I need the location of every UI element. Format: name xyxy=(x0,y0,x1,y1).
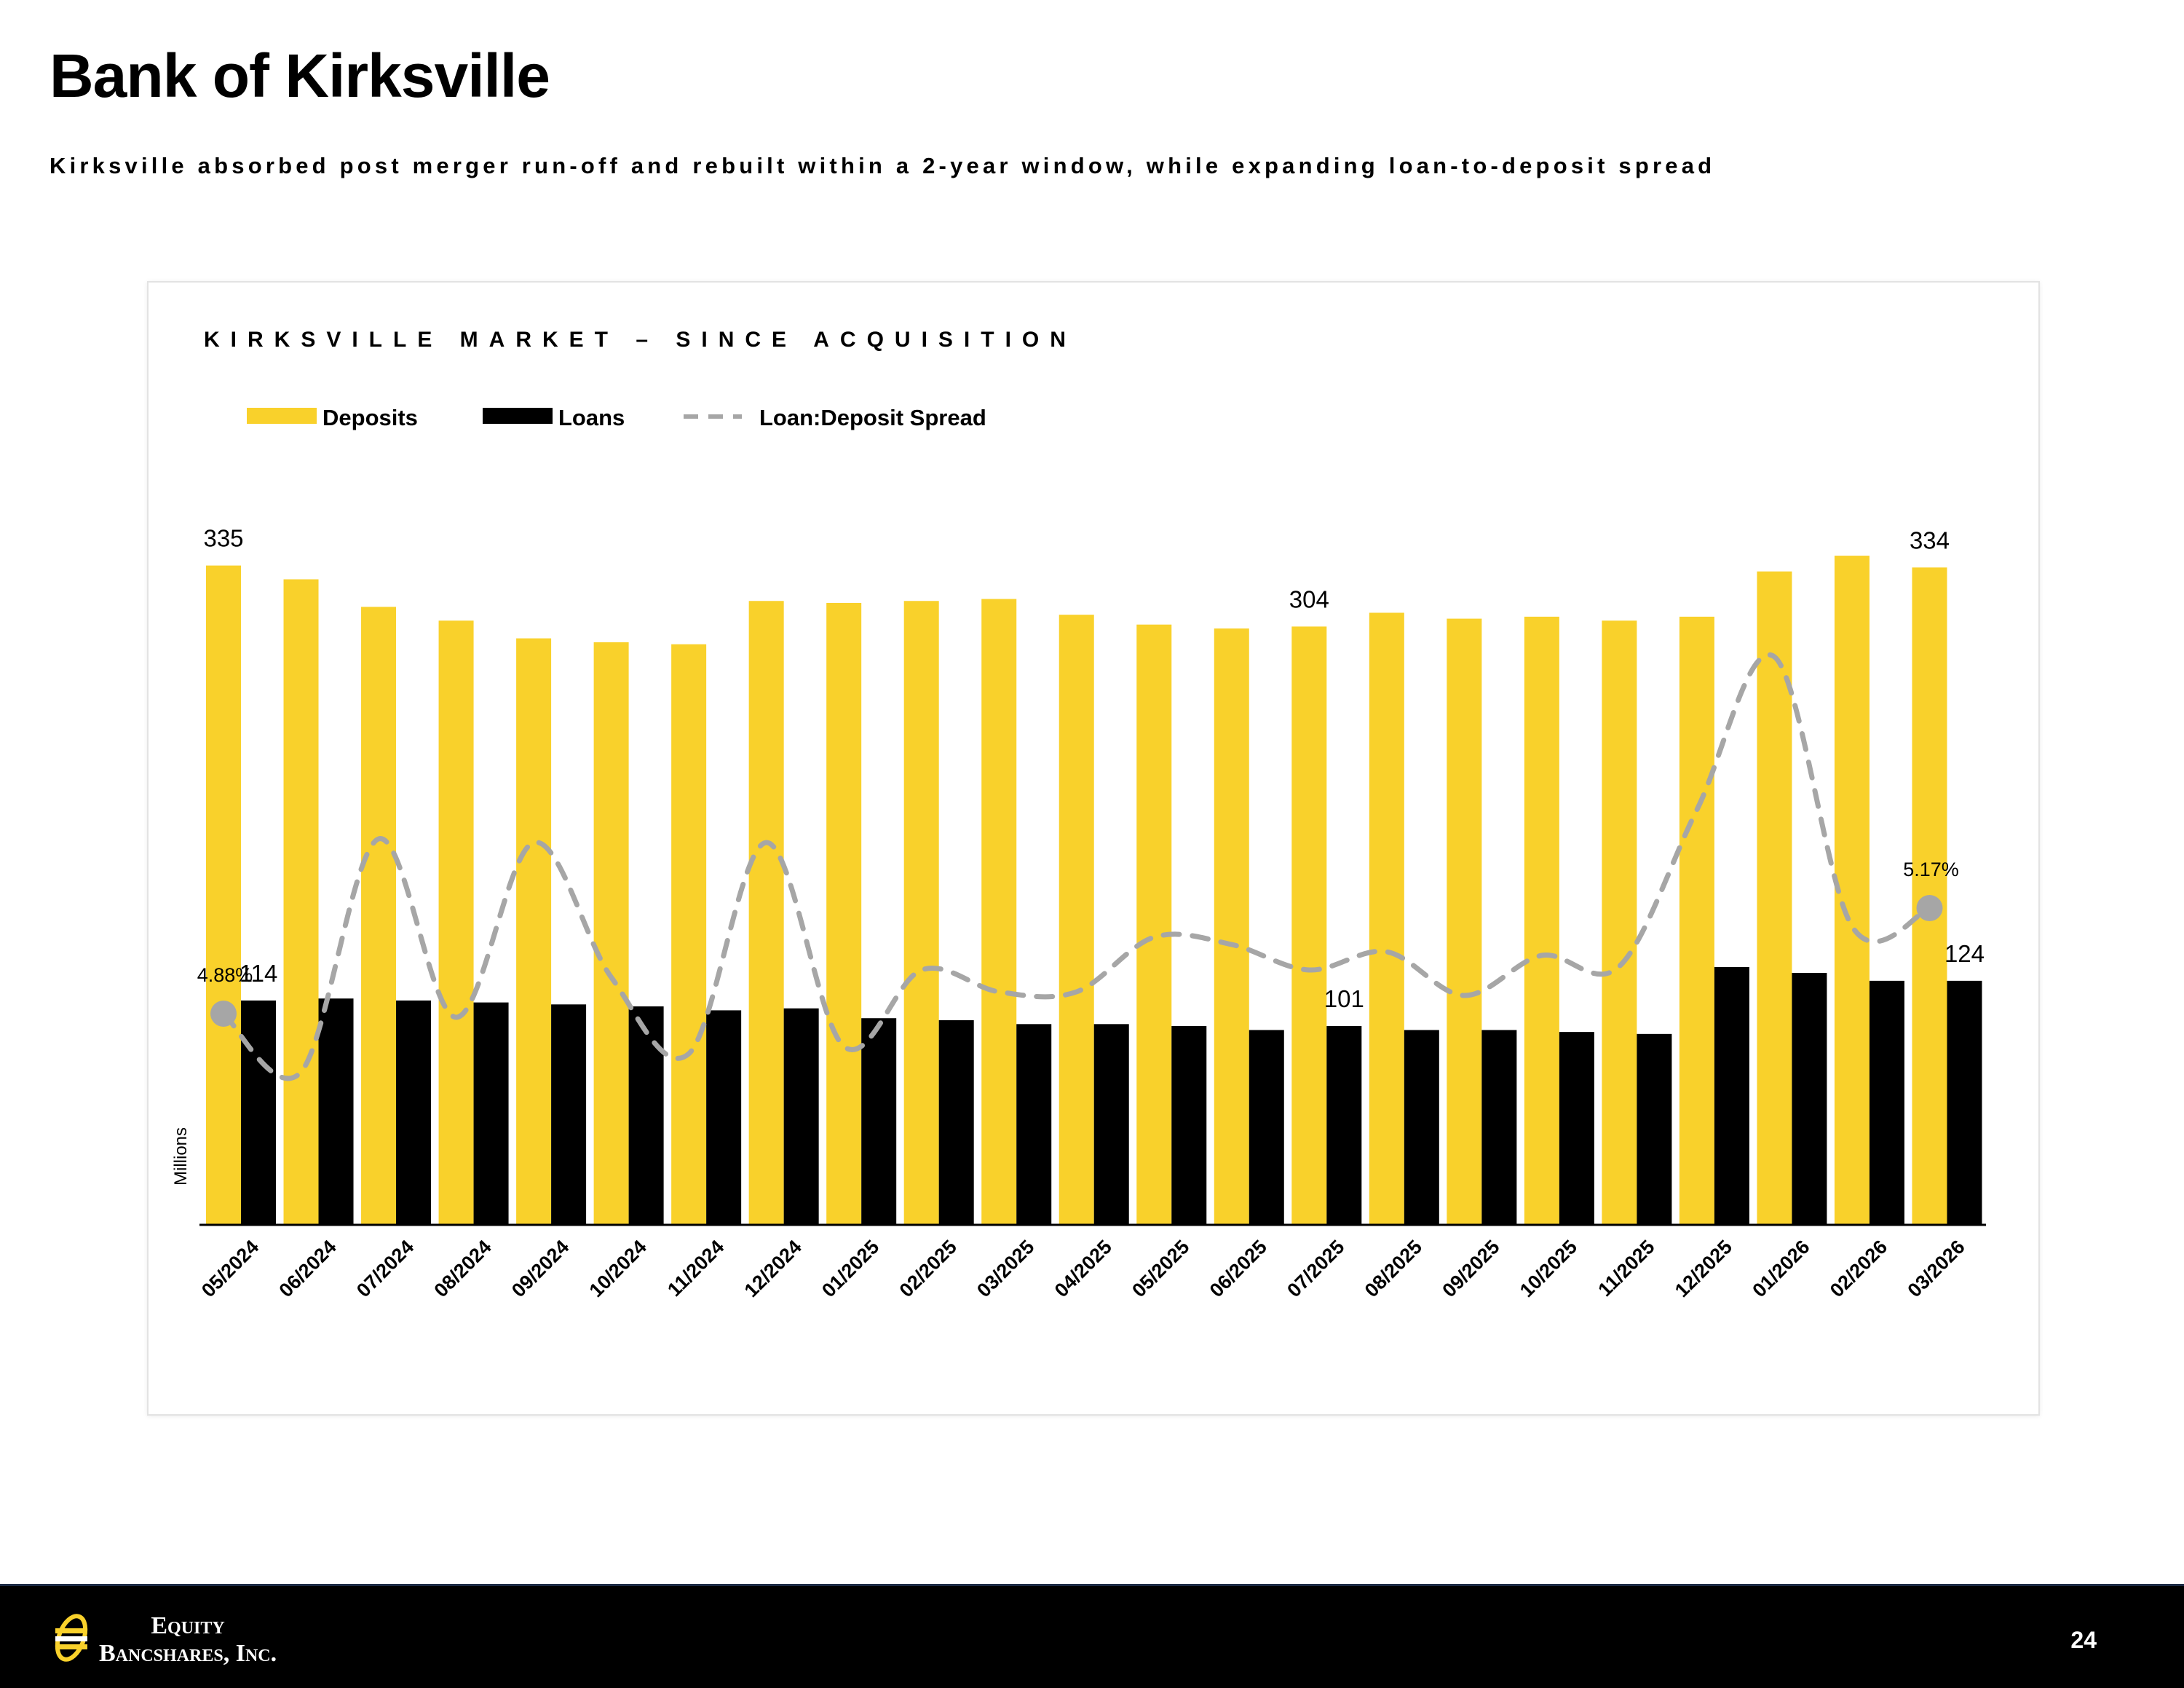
bar-loans xyxy=(551,1004,587,1225)
bar-deposits xyxy=(1679,616,1714,1225)
x-tick-label: 09/2025 xyxy=(1438,1236,1503,1301)
bar-deposits xyxy=(1059,615,1094,1225)
legend-label-deposits: Deposits xyxy=(323,405,418,430)
bar-deposits xyxy=(1136,624,1172,1225)
logo-line-1: Equity xyxy=(151,1612,225,1639)
x-tick-label: 11/2024 xyxy=(663,1236,728,1301)
bar-deposits xyxy=(1602,620,1637,1225)
page-number: 24 xyxy=(2070,1627,2097,1653)
bar-loans xyxy=(1171,1026,1207,1225)
x-tick-label: 12/2024 xyxy=(740,1236,806,1301)
bar-loans xyxy=(628,1006,664,1225)
bar-loans xyxy=(241,1000,276,1225)
legend-swatch-loans xyxy=(483,408,553,424)
legend-label-loan-deposit-spread: Loan:Deposit Spread xyxy=(759,405,986,430)
bar-deposits xyxy=(593,642,629,1225)
x-tick-label: 07/2025 xyxy=(1283,1236,1348,1301)
bar-deposits xyxy=(981,599,1017,1225)
bar-loans xyxy=(396,1000,432,1225)
y-axis-label: Millions xyxy=(171,1127,191,1186)
deposit-data-label: 335 xyxy=(203,525,243,552)
bar-deposits xyxy=(748,601,784,1225)
page-subtitle: Kirksville absorbed post merger run-off … xyxy=(50,153,1716,178)
deposit-data-label: 304 xyxy=(1289,585,1329,612)
x-tick-label: 01/2025 xyxy=(818,1236,883,1301)
loan-data-label: 124 xyxy=(1944,940,1985,967)
bar-loans xyxy=(938,1019,974,1225)
bank-logo-icon xyxy=(55,1614,88,1662)
legend-label-loans: Loans xyxy=(558,405,625,430)
x-tick-label: 02/2026 xyxy=(1826,1236,1891,1301)
bar-deposits xyxy=(1369,612,1404,1225)
bar-loans xyxy=(1714,966,1749,1225)
loan-data-label: 101 xyxy=(1324,985,1364,1012)
x-tick-label: 08/2024 xyxy=(430,1236,496,1301)
bar-loans xyxy=(1016,1024,1052,1225)
bar-deposits xyxy=(903,601,939,1225)
bar-loans xyxy=(1792,973,1827,1225)
x-tick-label: 02/2025 xyxy=(895,1236,961,1301)
x-tick-label: 03/2026 xyxy=(1903,1236,1969,1301)
x-tick-label: 10/2024 xyxy=(585,1236,651,1301)
chart-title: KIRKSVILLE MARKET – SINCE ACQUISITION xyxy=(204,328,1077,352)
bar-loans xyxy=(1326,1026,1362,1225)
x-tick-label: 06/2024 xyxy=(275,1236,341,1301)
bar-loans xyxy=(861,1018,897,1225)
bar-loans xyxy=(783,1008,819,1225)
bar-loans xyxy=(473,1002,509,1225)
bar-deposits xyxy=(1214,628,1249,1225)
logo-line-2: Bancshares, Inc. xyxy=(99,1640,277,1667)
x-tick-label: 01/2026 xyxy=(1748,1236,1813,1301)
chart: KIRKSVILLE MARKET – SINCE ACQUISITION Dep… xyxy=(171,328,1986,1301)
bar-loans xyxy=(1637,1033,1672,1225)
spread-data-label: 5.17% xyxy=(1903,859,1959,880)
spread-data-label: 4.88% xyxy=(197,964,253,986)
bar-deposits xyxy=(1757,571,1792,1225)
x-tick-label: 06/2025 xyxy=(1206,1236,1271,1301)
bar-deposits xyxy=(516,638,552,1225)
bar-deposits xyxy=(1524,616,1559,1225)
x-tick-label: 10/2025 xyxy=(1516,1236,1581,1301)
footer: Equity Bancshares, Inc. 24 xyxy=(0,1584,2184,1688)
x-tick-label: 07/2024 xyxy=(352,1236,418,1301)
legend-swatch-deposits xyxy=(247,408,317,424)
bar-loans xyxy=(1481,1030,1517,1225)
bar-loans xyxy=(1249,1030,1284,1225)
bar-loans xyxy=(1559,1032,1594,1225)
bar-loans xyxy=(1869,980,1904,1225)
deposit-data-label: 334 xyxy=(1910,526,1950,553)
x-tick-label: 11/2025 xyxy=(1594,1236,1658,1301)
bar-deposits xyxy=(438,620,474,1225)
x-tick-label: 05/2025 xyxy=(1128,1236,1193,1301)
bar-loans xyxy=(1947,980,1982,1225)
bar-deposits xyxy=(361,607,397,1225)
x-tick-label: 05/2024 xyxy=(197,1236,263,1301)
spread-marker xyxy=(1916,895,1943,921)
bar-loans xyxy=(318,998,354,1225)
x-tick-label: 12/2025 xyxy=(1671,1236,1736,1301)
spread-line xyxy=(221,652,1932,1081)
bar-deposits xyxy=(206,565,241,1225)
bar-deposits xyxy=(826,602,862,1225)
x-tick-label: 03/2025 xyxy=(973,1236,1038,1301)
page-title: Bank of Kirksville xyxy=(50,42,550,110)
spread-marker xyxy=(210,1001,237,1027)
bar-deposits xyxy=(1291,626,1327,1225)
bar-loans xyxy=(1093,1024,1129,1225)
company-logo-text: Equity Bancshares, Inc. xyxy=(99,1612,277,1668)
bar-deposits xyxy=(671,644,707,1225)
chart-card: KIRKSVILLE MARKET – SINCE ACQUISITION Dep… xyxy=(147,281,2040,1416)
bar-loans xyxy=(1404,1030,1439,1225)
bar-deposits xyxy=(1447,618,1482,1225)
bar-loans xyxy=(706,1010,742,1225)
bar-deposits xyxy=(283,579,319,1225)
x-tick-label: 04/2025 xyxy=(1051,1236,1116,1301)
x-tick-label: 09/2024 xyxy=(507,1236,573,1301)
loan-data-label: 114 xyxy=(240,960,278,987)
x-tick-label: 08/2025 xyxy=(1361,1236,1426,1301)
